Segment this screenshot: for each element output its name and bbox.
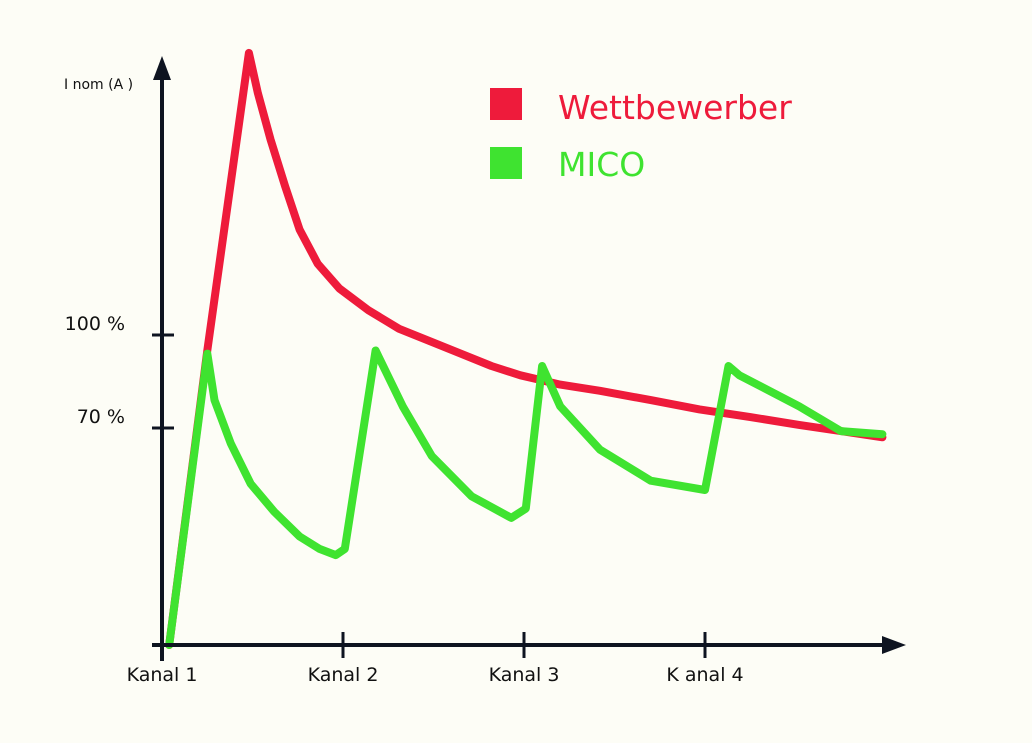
legend-label-wettbewerber: Wettbewerber xyxy=(558,88,792,127)
series-line-wettbewerber xyxy=(165,48,887,649)
y-axis-arrow xyxy=(153,56,171,80)
legend-swatch-wettbewerber xyxy=(490,88,522,120)
ticks: Kanal 1 Kanal 2 Kanal 3 K anal 4 70 % 100 % xyxy=(65,313,744,686)
x-tick-label: Kanal 2 xyxy=(308,664,379,686)
y-axis-label: I nom (A ) xyxy=(64,77,133,93)
y-tick-label: 100 % xyxy=(65,313,125,335)
x-tick-label: Kanal 3 xyxy=(489,664,560,686)
legend: Wettbewerber MICO xyxy=(490,88,792,184)
series-layer xyxy=(165,48,887,649)
legend-swatch-mico xyxy=(490,147,522,179)
x-tick-label: K anal 4 xyxy=(666,664,743,686)
series-line-mico xyxy=(165,346,887,649)
x-tick-label: Kanal 1 xyxy=(127,664,198,686)
legend-label-mico: MICO xyxy=(558,145,645,184)
y-tick-label: 70 % xyxy=(77,406,125,428)
x-axis-arrow xyxy=(882,636,906,654)
